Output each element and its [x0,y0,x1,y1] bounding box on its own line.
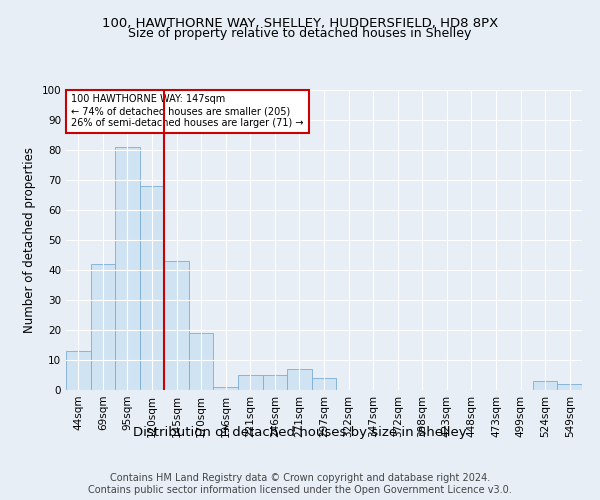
Bar [214,387,238,390]
Bar [287,369,312,390]
Bar [115,147,140,390]
Text: 100, HAWTHORNE WAY, SHELLEY, HUDDERSFIELD, HD8 8PX: 100, HAWTHORNE WAY, SHELLEY, HUDDERSFIEL… [102,18,498,30]
Bar [238,375,263,390]
Bar [164,261,189,390]
Y-axis label: Number of detached properties: Number of detached properties [23,147,36,333]
Bar [189,333,214,390]
Text: Distribution of detached houses by size in Shelley: Distribution of detached houses by size … [133,426,467,439]
Bar [557,384,582,390]
Bar [140,186,164,390]
Bar [312,378,336,390]
Bar [91,264,115,390]
Bar [66,351,91,390]
Text: Size of property relative to detached houses in Shelley: Size of property relative to detached ho… [128,28,472,40]
Bar [263,375,287,390]
Bar [533,381,557,390]
Text: 100 HAWTHORNE WAY: 147sqm
← 74% of detached houses are smaller (205)
26% of semi: 100 HAWTHORNE WAY: 147sqm ← 74% of detac… [71,94,304,128]
Text: Contains HM Land Registry data © Crown copyright and database right 2024.
Contai: Contains HM Land Registry data © Crown c… [88,474,512,495]
